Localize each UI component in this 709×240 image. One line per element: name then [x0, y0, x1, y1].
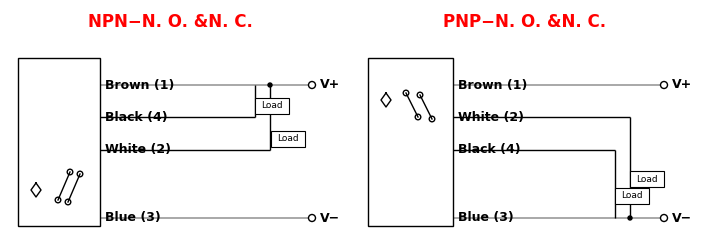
Text: V−: V−	[320, 211, 340, 224]
Text: Brown (1): Brown (1)	[458, 78, 527, 91]
Text: Load: Load	[277, 134, 298, 143]
Text: PNP−N. O. &N. C.: PNP−N. O. &N. C.	[443, 13, 606, 31]
Bar	[630, 171, 664, 187]
Text: V+: V+	[320, 78, 340, 91]
Bar	[368, 58, 453, 226]
Bar	[255, 98, 289, 114]
Bar	[18, 58, 100, 226]
Text: Blue (3): Blue (3)	[458, 211, 514, 224]
Text: V+: V+	[672, 78, 692, 91]
Circle shape	[628, 216, 632, 220]
Text: White (2): White (2)	[105, 144, 171, 156]
Text: Load: Load	[636, 174, 658, 184]
Text: V−: V−	[672, 211, 692, 224]
Text: Brown (1): Brown (1)	[105, 78, 174, 91]
Bar	[615, 188, 649, 204]
Text: Black (4): Black (4)	[105, 110, 167, 124]
Text: Load: Load	[261, 102, 283, 110]
Text: Blue (3): Blue (3)	[105, 211, 161, 224]
Text: Black (4): Black (4)	[458, 144, 520, 156]
Bar	[271, 131, 305, 146]
Text: NPN−N. O. &N. C.: NPN−N. O. &N. C.	[88, 13, 252, 31]
Text: White (2): White (2)	[458, 110, 524, 124]
Text: Load: Load	[621, 192, 643, 200]
Circle shape	[268, 83, 272, 87]
